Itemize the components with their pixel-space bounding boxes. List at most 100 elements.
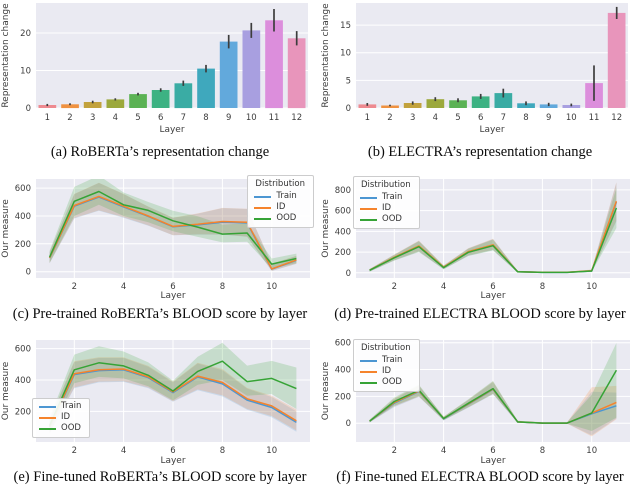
legend-item-ood: OOD [254, 213, 305, 224]
svg-text:4: 4 [441, 446, 446, 456]
chart-e-svg: 2 4 6 8 10 200 400 600 Layer Our measure [1, 340, 310, 466]
svg-text:4: 4 [113, 113, 118, 123]
svg-text:11: 11 [589, 113, 600, 123]
legend-swatch-id [360, 370, 377, 373]
svg-text:8: 8 [203, 113, 208, 123]
y-axis-label: Representation change [1, 3, 11, 108]
svg-text:1: 1 [45, 113, 50, 123]
svg-text:400: 400 [15, 376, 31, 386]
legend-item-train: Train [360, 355, 411, 366]
svg-text:20: 20 [20, 29, 31, 39]
svg-text:4: 4 [121, 446, 126, 456]
bar-layer-1 [38, 105, 57, 108]
svg-text:2: 2 [72, 282, 77, 292]
legend-swatch-id [254, 206, 272, 209]
x-axis-ticks: 2 4 6 8 10 [392, 446, 598, 456]
svg-text:9: 9 [546, 113, 551, 123]
series-lines [48, 190, 297, 270]
svg-text:0: 0 [26, 268, 31, 278]
legend-swatch-id [39, 416, 56, 419]
caption-b: (b) ELECTRA’s representation change [367, 144, 593, 160]
panel-d: 2 4 6 8 10 0 200 400 600 800 Layer Our measure Distr… [320, 162, 640, 325]
legend-label: OOD [61, 423, 81, 433]
svg-text:8: 8 [220, 446, 225, 456]
line-id [48, 368, 297, 427]
svg-text:6: 6 [158, 113, 163, 123]
bar-layer-6 [471, 96, 490, 108]
caption-a: (a) RoBERTa’s representation change [50, 144, 270, 160]
gridlines [36, 32, 308, 109]
plot-area [356, 3, 628, 108]
bar-layer-1 [358, 104, 377, 108]
svg-text:4: 4 [121, 282, 126, 292]
line-ood [48, 360, 297, 426]
caption-d: (d) Pre-trained ELECTRA BLOOD score by l… [334, 306, 626, 322]
bar-layer-10 [242, 30, 261, 108]
bar-layer-8 [197, 68, 215, 108]
plot-area [36, 3, 308, 108]
bar-layer-2 [61, 104, 79, 109]
bar-layer-12 [287, 38, 306, 109]
chart-finetuned-roberta-blood: 2 4 6 8 10 200 400 600 Layer Our measure Train ID OO… [0, 325, 320, 466]
svg-text:2: 2 [72, 446, 77, 456]
chart-pretrained-electra-blood: 2 4 6 8 10 0 200 400 600 800 Layer Our measure Distr… [320, 162, 640, 302]
panel-f: 2 4 6 8 10 0 200 400 600 Layer Our measure Distribu… [320, 325, 640, 485]
band-train [49, 358, 297, 434]
svg-text:10: 10 [266, 282, 277, 292]
legend-title: Distribution [255, 179, 305, 189]
x-axis-label: Layer [160, 291, 185, 301]
svg-text:0: 0 [346, 269, 351, 279]
legend-swatch-train [39, 405, 56, 408]
y-axis-label: Our measure [1, 361, 11, 420]
legend-label: ID [382, 203, 392, 213]
svg-text:3: 3 [90, 113, 95, 123]
bars [38, 9, 306, 109]
line-ood [48, 190, 297, 265]
bar-layer-4 [106, 99, 125, 108]
bar-layer-3 [403, 103, 422, 108]
legend-item-ood: OOD [39, 423, 81, 434]
panel-b: 1 2 3 4 5 6 7 8 9 10 11 12 0 5 10 15 Layer Representation… [320, 0, 640, 162]
chart-electra-representation-change: 1 2 3 4 5 6 7 8 9 10 11 12 0 5 10 15 Layer Representation… [320, 0, 640, 140]
bar-layer-12 [607, 12, 626, 108]
chart-a-svg: 1 2 3 4 5 6 7 8 9 10 11 1201020LayerRepresentation … [1, 3, 308, 135]
svg-text:7: 7 [501, 113, 506, 123]
legend-label: ID [61, 412, 71, 422]
svg-text:600: 600 [335, 207, 351, 217]
svg-text:1: 1 [365, 113, 370, 123]
svg-text:8: 8 [220, 282, 225, 292]
x-axis-label: Layer [480, 291, 505, 301]
legend-item-train: Train [39, 401, 81, 412]
svg-text:4: 4 [441, 282, 446, 292]
bar-layer-7 [494, 93, 513, 108]
svg-text:400: 400 [15, 212, 31, 222]
legend-item-id: ID [39, 412, 81, 423]
svg-text:2: 2 [387, 113, 392, 123]
svg-text:5: 5 [135, 113, 140, 123]
svg-text:12: 12 [611, 113, 622, 123]
bar-layer-9 [219, 41, 238, 108]
bar-layer-2 [381, 105, 399, 108]
svg-text:200: 200 [335, 248, 351, 258]
y-axis-ticks: 0 5 10 15 [340, 21, 351, 114]
chart-finetuned-electra-blood: 2 4 6 8 10 0 200 400 600 Layer Our measure Distribu… [320, 325, 640, 466]
svg-text:7: 7 [181, 113, 186, 123]
legend-item-ood: OOD [360, 377, 411, 388]
svg-text:600: 600 [15, 345, 31, 355]
legend-d: Distribution Train ID OOD [353, 176, 420, 229]
y-axis-label: Our measure [321, 199, 331, 258]
series-bands [49, 342, 297, 434]
bar-layer-10 [562, 105, 581, 108]
legend-label: OOD [382, 214, 402, 224]
line-ood [369, 207, 618, 274]
legend-label: ID [382, 366, 392, 376]
legend-label: Train [276, 191, 297, 201]
svg-text:9: 9 [226, 113, 231, 123]
legend-item-train: Train [254, 191, 305, 202]
line-id [48, 195, 297, 270]
band-id [49, 357, 297, 434]
x-axis-ticks: 2 4 6 8 10 [72, 282, 278, 292]
legend-swatch-train [360, 359, 377, 362]
svg-text:3: 3 [410, 113, 415, 123]
bar-layer-8 [517, 103, 535, 108]
